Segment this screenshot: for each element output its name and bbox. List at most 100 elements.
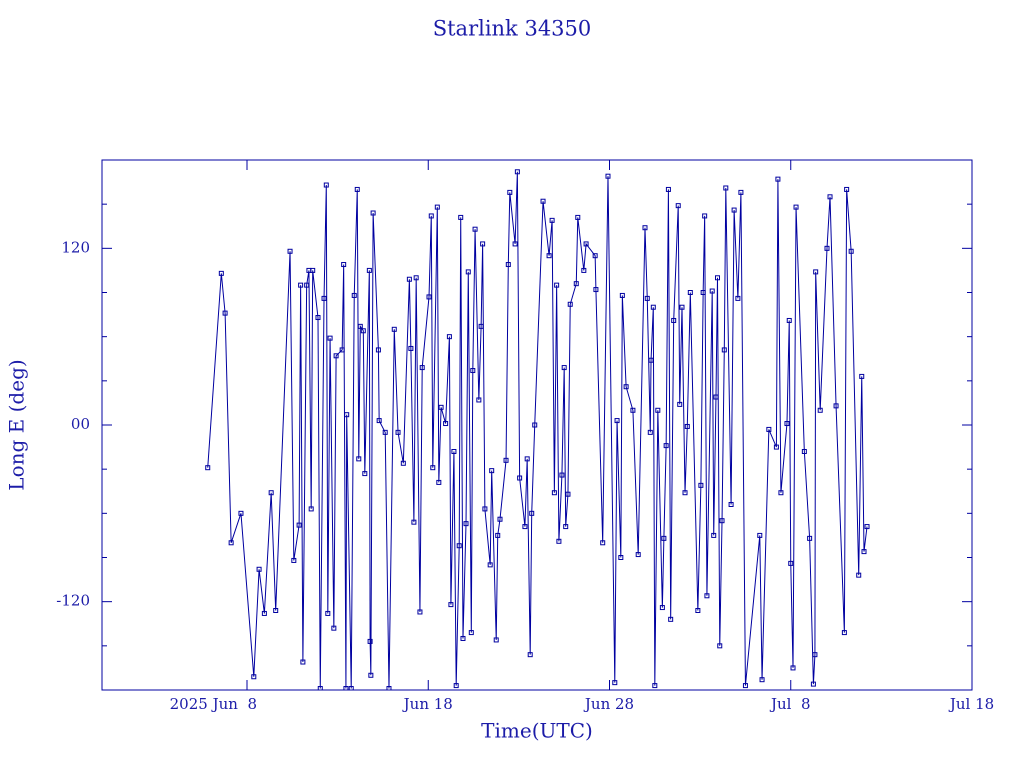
- data-point: [482, 506, 488, 512]
- data-point: [375, 347, 381, 353]
- data-point: [695, 608, 701, 613]
- data-point: [593, 287, 599, 293]
- data-point: [438, 404, 444, 410]
- data-point: [702, 213, 708, 219]
- data-point: [291, 557, 297, 563]
- data-point: [453, 683, 459, 689]
- data-point: [495, 532, 501, 538]
- data-point: [630, 407, 636, 413]
- data-point: [480, 241, 486, 247]
- data-point: [813, 269, 819, 275]
- data-point: [619, 292, 625, 298]
- data-point: [675, 203, 681, 209]
- data-point: [682, 490, 688, 496]
- data-point: [567, 301, 573, 307]
- data-point: [721, 347, 727, 353]
- data-point: [661, 535, 667, 541]
- data-point: [554, 282, 560, 288]
- data-point: [321, 295, 327, 301]
- data-point: [343, 686, 349, 690]
- data-point: [600, 540, 606, 546]
- data-point: [549, 217, 555, 223]
- data-point: [532, 422, 538, 428]
- data-point: [251, 674, 257, 680]
- data-point: [470, 368, 476, 374]
- data-point: [411, 519, 417, 525]
- data-point: [465, 269, 471, 275]
- data-point: [296, 522, 302, 528]
- data-point: [848, 248, 854, 254]
- data-point: [228, 540, 234, 546]
- data-point: [218, 270, 224, 276]
- data-point: [663, 443, 669, 449]
- data-point: [861, 549, 867, 555]
- data-point: [478, 323, 484, 329]
- data-point: [417, 609, 423, 615]
- data-point: [522, 524, 528, 530]
- data-point: [704, 593, 710, 599]
- chart-title: Starlink 34350: [433, 17, 592, 41]
- data-point: [714, 275, 720, 281]
- data-point: [376, 418, 382, 424]
- data-point: [551, 490, 557, 496]
- x-tick-label: Jul 18: [948, 695, 994, 713]
- data-point: [310, 267, 316, 273]
- data-point: [273, 608, 279, 613]
- data-point: [559, 472, 565, 478]
- data-point: [757, 532, 763, 538]
- data-point: [341, 262, 347, 268]
- data-point: [644, 295, 650, 301]
- data-point: [614, 418, 620, 424]
- data-point: [864, 524, 870, 530]
- data-point: [731, 207, 737, 213]
- data-point: [788, 560, 794, 566]
- data-point: [540, 198, 546, 204]
- data-point: [652, 683, 658, 689]
- data-point: [738, 189, 744, 195]
- data-point: [650, 304, 656, 310]
- data-point: [717, 643, 723, 649]
- data-point: [315, 315, 321, 321]
- data-point: [458, 214, 464, 220]
- data-point: [261, 610, 267, 616]
- data-point: [222, 310, 228, 316]
- data-point: [323, 182, 329, 188]
- data-point: [419, 365, 425, 371]
- data-point: [325, 610, 331, 616]
- data-point: [472, 226, 478, 232]
- data-point: [333, 353, 339, 359]
- data-point: [698, 482, 704, 488]
- data-point: [428, 213, 434, 219]
- data-point: [766, 426, 772, 432]
- data-point: [623, 384, 629, 390]
- data-point: [556, 538, 562, 544]
- data-point: [362, 471, 368, 477]
- data-point: [684, 423, 690, 429]
- data-point: [561, 365, 567, 371]
- data-point: [205, 465, 211, 471]
- data-point: [786, 317, 792, 323]
- data-point: [430, 465, 436, 471]
- x-tick-label: 2025 Jun 8: [170, 695, 257, 713]
- data-point: [713, 394, 719, 400]
- data-point: [489, 468, 495, 474]
- data-point: [476, 397, 482, 403]
- data-point: [742, 683, 748, 689]
- data-point: [446, 334, 452, 340]
- data-point: [256, 566, 262, 572]
- data-point: [331, 625, 337, 631]
- data-point: [812, 652, 818, 658]
- data-point: [728, 502, 734, 507]
- data-point: [238, 510, 244, 516]
- data-point: [655, 407, 661, 413]
- data-point: [367, 638, 373, 644]
- data-point: [517, 475, 523, 481]
- data-point: [817, 407, 823, 413]
- data-point: [354, 186, 360, 192]
- data-point: [801, 449, 807, 454]
- data-point: [824, 245, 830, 251]
- data-point: [659, 605, 665, 611]
- data-point: [592, 253, 598, 259]
